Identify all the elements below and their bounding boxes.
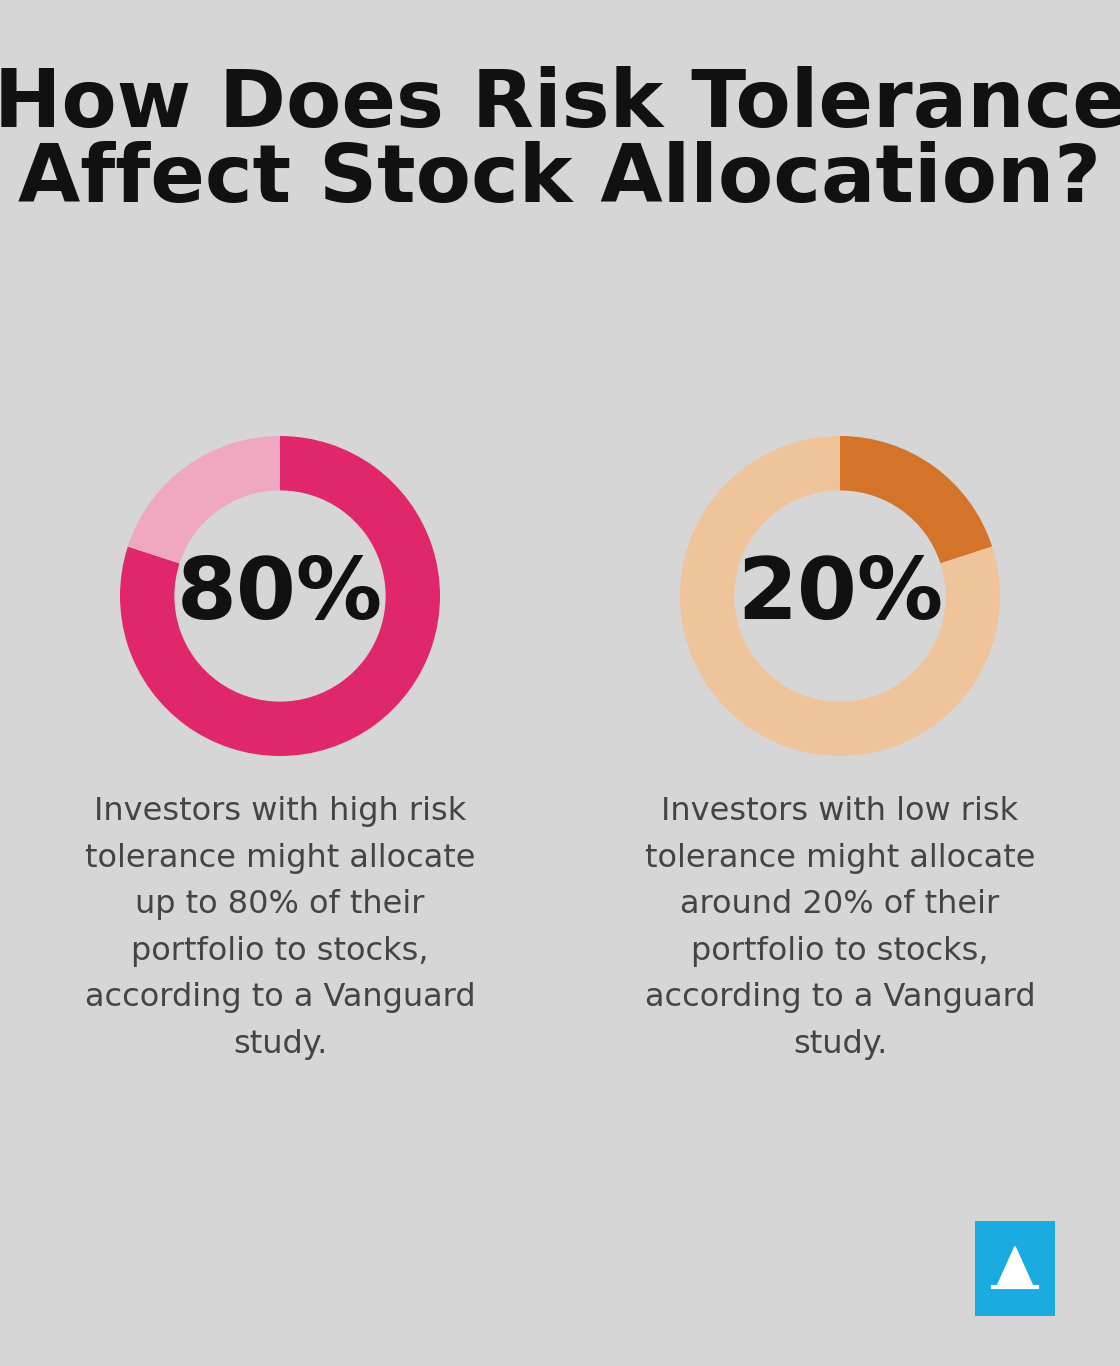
Wedge shape [120,436,440,755]
Text: 80%: 80% [177,555,383,638]
Wedge shape [840,436,992,563]
Wedge shape [128,436,280,563]
Text: Investors with low risk
tolerance might allocate
around 20% of their
portfolio t: Investors with low risk tolerance might … [645,796,1035,1060]
Wedge shape [680,436,1000,755]
Text: Affect Stock Allocation?: Affect Stock Allocation? [19,141,1101,219]
Polygon shape [997,1247,1033,1287]
FancyBboxPatch shape [976,1221,1055,1315]
Text: Investors with high risk
tolerance might allocate
up to 80% of their
portfolio t: Investors with high risk tolerance might… [85,796,475,1060]
Text: 20%: 20% [737,555,943,638]
Text: How Does Risk Tolerance: How Does Risk Tolerance [0,66,1120,143]
